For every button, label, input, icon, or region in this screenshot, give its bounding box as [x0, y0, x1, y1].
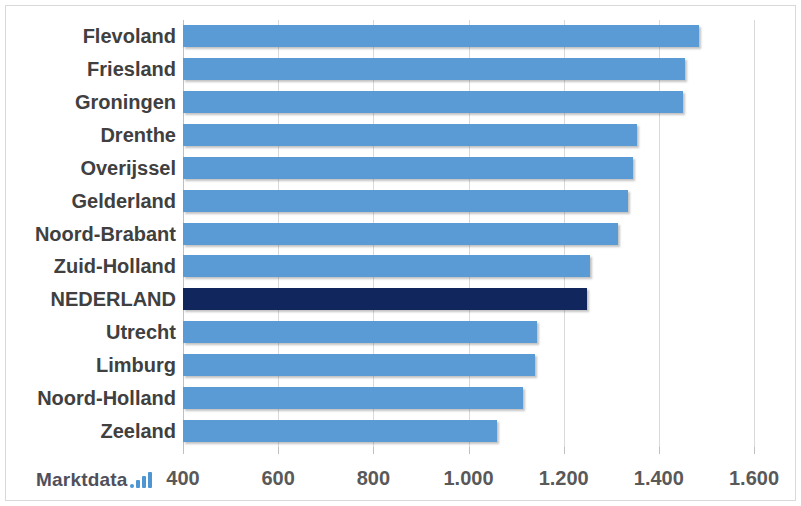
- category-label: NEDERLAND: [8, 287, 176, 311]
- x-tick-label: 600: [233, 463, 323, 493]
- plot-area: [183, 20, 775, 447]
- category-label: Drenthe: [8, 123, 176, 147]
- category-label: Zeeland: [8, 419, 176, 443]
- gridline: [659, 20, 660, 447]
- chart-container: Flevoland Friesland Groningen Drenthe Overij…: [0, 0, 801, 506]
- category-label: Utrecht: [8, 320, 176, 344]
- category-label: Flevoland: [8, 24, 176, 48]
- gridline: [754, 20, 755, 447]
- x-tick-label: 1.600: [709, 463, 799, 493]
- tick-mark: [659, 447, 660, 454]
- category-label: Groningen: [8, 90, 176, 114]
- x-tick-label: 1.000: [424, 463, 514, 493]
- marktdata-logo: Marktdata: [36, 466, 154, 492]
- bar: [183, 223, 618, 245]
- tick-mark: [754, 447, 755, 454]
- tick-mark: [183, 447, 184, 454]
- x-tick-label: 1.400: [614, 463, 704, 493]
- bar: [183, 58, 685, 80]
- bar: [183, 190, 628, 212]
- category-label: Zuid-Holland: [8, 254, 176, 278]
- bar: [183, 157, 633, 179]
- bar: [183, 91, 683, 113]
- bar: [183, 255, 590, 277]
- bar: [183, 354, 535, 376]
- bar: [183, 420, 497, 442]
- category-label: Gelderland: [8, 189, 176, 213]
- x-tick-label: 1.200: [519, 463, 609, 493]
- bar: [183, 387, 523, 409]
- tick-mark: [564, 447, 565, 454]
- bar: [183, 124, 637, 146]
- category-label: Overijssel: [8, 156, 176, 180]
- category-label: Friesland: [8, 57, 176, 81]
- bar: [183, 321, 537, 343]
- category-label: Noord-Brabant: [8, 222, 176, 246]
- x-tick-label: 800: [328, 463, 418, 493]
- tick-mark: [373, 447, 374, 454]
- bar-highlighted: [183, 288, 587, 310]
- category-label: Noord-Holland: [8, 386, 176, 410]
- tick-mark: [469, 447, 470, 454]
- tick-mark: [278, 447, 279, 454]
- bar: [183, 25, 699, 47]
- category-label: Limburg: [8, 353, 176, 377]
- logo-dot: [130, 484, 134, 488]
- bar-chart-icon: [136, 472, 154, 492]
- logo-text: Marktdata: [36, 468, 128, 492]
